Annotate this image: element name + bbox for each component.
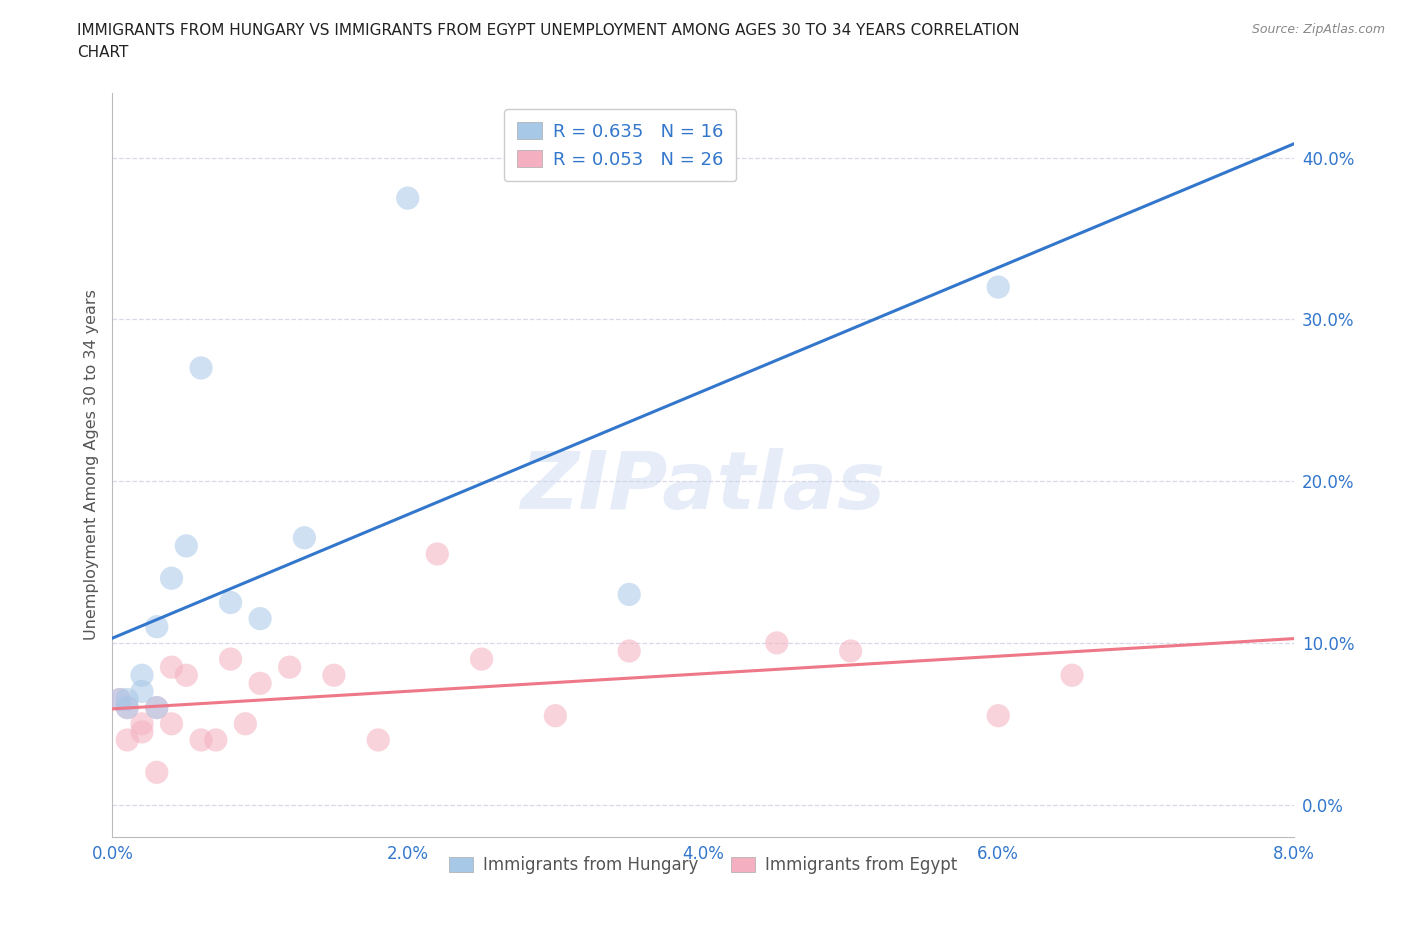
Point: [160, 716, 183, 731]
Point: [219, 652, 242, 667]
Point: [131, 724, 153, 739]
Point: [219, 595, 242, 610]
Point: [619, 587, 641, 602]
Point: [146, 764, 169, 779]
Point: [190, 733, 212, 748]
Y-axis label: Unemployment Among Ages 30 to 34 years: Unemployment Among Ages 30 to 34 years: [83, 289, 98, 641]
Text: IMMIGRANTS FROM HUNGARY VS IMMIGRANTS FROM EGYPT UNEMPLOYMENT AMONG AGES 30 TO 3: IMMIGRANTS FROM HUNGARY VS IMMIGRANTS FR…: [77, 23, 1019, 38]
Point: [544, 709, 567, 724]
Point: [839, 644, 862, 658]
Point: [471, 652, 494, 667]
Point: [117, 700, 138, 715]
Point: [619, 644, 641, 658]
Point: [987, 709, 1010, 724]
Legend: Immigrants from Hungary, Immigrants from Egypt: Immigrants from Hungary, Immigrants from…: [443, 849, 963, 881]
Point: [146, 700, 169, 715]
Point: [108, 692, 131, 707]
Point: [108, 692, 131, 707]
Point: [131, 668, 153, 683]
Point: [233, 716, 256, 731]
Point: [131, 716, 153, 731]
Point: [249, 611, 271, 626]
Point: [117, 733, 138, 748]
Point: [292, 530, 315, 545]
Point: [117, 692, 138, 707]
Point: [205, 733, 228, 748]
Text: CHART: CHART: [77, 45, 129, 60]
Text: Source: ZipAtlas.com: Source: ZipAtlas.com: [1251, 23, 1385, 36]
Point: [765, 635, 787, 650]
Point: [174, 668, 197, 683]
Point: [323, 668, 346, 683]
Point: [146, 700, 169, 715]
Point: [278, 659, 301, 674]
Point: [174, 538, 197, 553]
Point: [1062, 668, 1084, 683]
Point: [117, 700, 138, 715]
Point: [367, 733, 389, 748]
Point: [249, 676, 271, 691]
Point: [426, 547, 449, 562]
Point: [190, 361, 212, 376]
Point: [131, 684, 153, 698]
Text: ZIPatlas: ZIPatlas: [520, 448, 886, 526]
Point: [160, 659, 183, 674]
Point: [987, 280, 1010, 295]
Point: [146, 619, 169, 634]
Point: [396, 191, 419, 206]
Point: [160, 571, 183, 586]
